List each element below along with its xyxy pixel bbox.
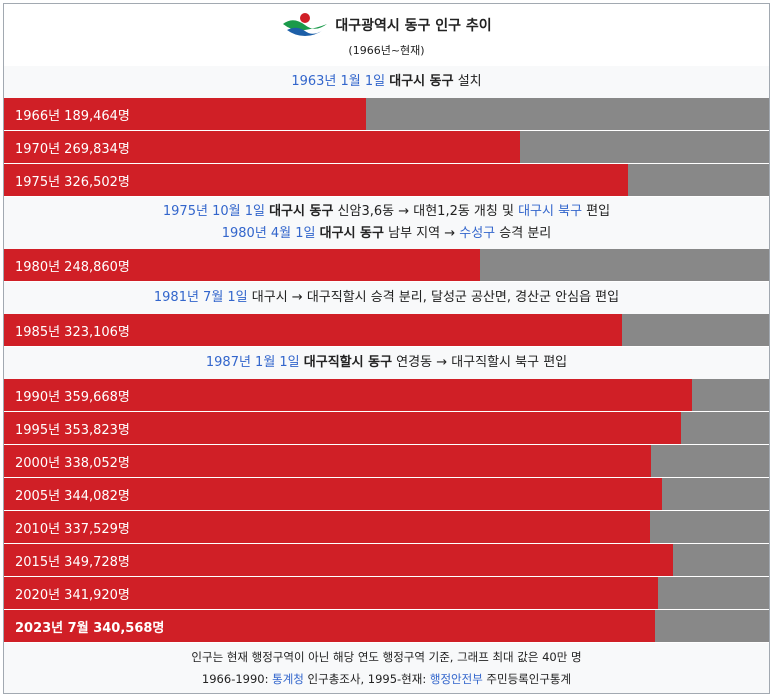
- note-date-link[interactable]: 1975년 10월 1일: [162, 204, 265, 219]
- bar-label-1975: 1975년 326,502명: [15, 174, 130, 190]
- history-note-1963: 1963년 1월 1일 대구시 동구 설치: [4, 66, 769, 98]
- bar-2000: [4, 445, 651, 477]
- note-text: 신암3,6동 → 대현1,2동 개칭 및: [333, 204, 519, 219]
- bar-label-2005: 2005년 344,082명: [15, 488, 130, 504]
- note-line: 1980년 4월 1일 대구시 동구 남부 지역 → 수성구 승격 분리: [222, 223, 552, 245]
- history-note-1981: 1981년 7월 1일 대구시 → 대구직할시 승격 분리, 달성군 공산면, …: [4, 282, 769, 314]
- history-note-1987: 1987년 1월 1일 대구직할시 동구 연경동 → 대구직할시 북구 편입: [4, 347, 769, 379]
- bar-1975: [4, 164, 629, 196]
- bar-row-2020: 2020년 341,920명: [4, 577, 769, 610]
- bar-row-1970: 1970년 269,834명: [4, 131, 769, 164]
- chart-header: 대구광역시 동구 인구 추이 (1966년~현재): [4, 4, 769, 67]
- note-link[interactable]: 수성구: [459, 226, 496, 241]
- bar-row-2000: 2000년 338,052명: [4, 445, 769, 478]
- bar-label-2020: 2020년 341,920명: [15, 587, 130, 603]
- chart-subtitle: (1966년~현재): [348, 44, 425, 57]
- note-line: 1981년 7월 1일 대구시 → 대구직할시 승격 분리, 달성군 공산면, …: [154, 287, 619, 309]
- source-text: 1966-1990:: [201, 672, 273, 686]
- bar-2020: [4, 577, 658, 609]
- bar-row-1990: 1990년 359,668명: [4, 379, 769, 412]
- bar-label-1995: 1995년 353,823명: [15, 422, 130, 438]
- bar-label-1990: 1990년 359,668명: [15, 389, 130, 405]
- note-date-link[interactable]: 1980년 4월 1일: [221, 226, 316, 241]
- bar-label-1970: 1970년 269,834명: [15, 141, 130, 157]
- daegu-emblem-icon: [283, 13, 328, 36]
- emblem-blue-wave: [287, 27, 324, 36]
- source-text: 인구총조사, 1995-현재:: [303, 672, 430, 686]
- note-line: 1975년 10월 1일 대구시 동구 신암3,6동 → 대현1,2동 개칭 및…: [163, 201, 610, 223]
- population-chart-box: 대구광역시 동구 인구 추이 (1966년~현재) 1963년 1월 1일 대구…: [3, 3, 770, 694]
- bar-row-2010: 2010년 337,529명: [4, 511, 769, 544]
- bar-label-1980: 1980년 248,860명: [15, 259, 130, 275]
- bar-label-2023-07: 2023년 7월 340,568명: [15, 620, 165, 636]
- note-text: 승격 분리: [495, 226, 552, 241]
- bar-1980: [4, 249, 480, 281]
- bar-1970: [4, 131, 521, 163]
- bar-label-1985: 1985년 323,106명: [15, 324, 130, 340]
- note-date-link[interactable]: 1963년 1월 1일: [291, 74, 386, 89]
- note-line: 1963년 1월 1일 대구시 동구 설치: [291, 71, 481, 93]
- chart-title: 대구광역시 동구 인구 추이: [335, 18, 492, 34]
- note-link[interactable]: 대구시 북구: [518, 204, 583, 219]
- bar-row-2015: 2015년 349,728명: [4, 544, 769, 577]
- note-text: 남부 지역 →: [383, 226, 460, 241]
- bar-row-1980: 1980년 248,860명: [4, 249, 769, 282]
- emblem-red-circle: [300, 13, 311, 23]
- bar-row-1975: 1975년 326,502명: [4, 164, 769, 197]
- bar-1995: [4, 412, 681, 444]
- note-entity: 대구시 동구: [269, 204, 334, 219]
- bar-2005: [4, 478, 663, 510]
- note-entity: 대구시 동구: [389, 74, 454, 89]
- bar-1985: [4, 314, 622, 346]
- note-date-link[interactable]: 1981년 7월 1일: [153, 290, 248, 305]
- source-link-mois[interactable]: 행정안전부: [429, 672, 483, 686]
- bar-label-2000: 2000년 338,052명: [15, 455, 130, 471]
- note-entity: 대구시 동구: [319, 226, 384, 241]
- bar-2010: [4, 511, 650, 543]
- bar-1966: [4, 98, 367, 130]
- bar-row-2005: 2005년 344,082명: [4, 478, 769, 511]
- bar-row-1995: 1995년 353,823명: [4, 412, 769, 445]
- note-text: 연경동 → 대구직할시 북구 편입: [392, 355, 568, 370]
- note-date-link[interactable]: 1987년 1월 1일: [205, 355, 300, 370]
- note-text: 설치: [453, 74, 482, 89]
- bar-2023-07: [4, 610, 656, 642]
- note-entity: 대구직할시 동구: [303, 355, 393, 370]
- bar-1990: [4, 379, 692, 411]
- bar-row-2023-07: 2023년 7월 340,568명: [4, 610, 769, 643]
- source-text: 주민등록인구통계: [482, 672, 572, 686]
- note-text: 편입: [582, 204, 611, 219]
- history-note-1975-1980: 1975년 10월 1일 대구시 동구 신암3,6동 → 대현1,2동 개칭 및…: [4, 197, 769, 249]
- bar-2015: [4, 544, 673, 576]
- note-text: 대구시 → 대구직할시 승격 분리, 달성군 공산면, 경산군 안심읍 편입: [247, 290, 620, 305]
- bar-label-2010: 2010년 337,529명: [15, 521, 130, 537]
- title-row: 대구광역시 동구 인구 추이: [4, 12, 769, 38]
- chart-footer: 인구는 현재 행정구역이 아닌 해당 연도 행정구역 기준, 그래프 최대 값은…: [4, 643, 769, 693]
- footer-note: 인구는 현재 행정구역이 아닌 해당 연도 행정구역 기준, 그래프 최대 값은…: [191, 650, 582, 664]
- bar-row-1985: 1985년 323,106명: [4, 314, 769, 347]
- bar-row-1966: 1966년 189,464명: [4, 98, 769, 131]
- note-line: 1987년 1월 1일 대구직할시 동구 연경동 → 대구직할시 북구 편입: [206, 352, 567, 374]
- footer-source: 1966-1990: 통계청 인구총조사, 1995-현재: 행정안전부 주민등…: [202, 668, 571, 690]
- bar-label-2015: 2015년 349,728명: [15, 554, 130, 570]
- bar-label-1966: 1966년 189,464명: [15, 108, 130, 124]
- source-link-kostat[interactable]: 통계청: [272, 672, 304, 686]
